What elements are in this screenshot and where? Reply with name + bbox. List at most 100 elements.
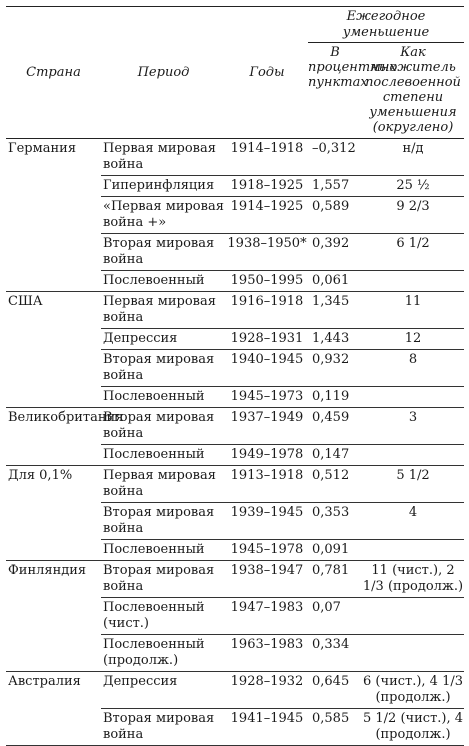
decrease-cell: 0,07 [308,597,362,635]
multiplier-cell: 11 (чист.), 2 1/3 (продолж.) [362,560,465,598]
period-cell: Послевоенный [101,386,226,408]
decrease-cell: 0,585 [308,708,362,746]
multiplier-cell: 11 [362,291,465,329]
period-cell: Вторая мировая война [101,233,226,271]
country-cell [6,635,101,672]
decrease-cell: 0,512 [308,465,362,503]
table-row: Вторая мировая война 1940–1945 0,932 8 [6,349,465,387]
table-row: Великобритания Вторая мировая война 1937… [6,407,465,445]
country-cell [6,234,101,271]
years-cell: 1939–1945 [226,502,308,540]
header-country: Страна [6,6,101,139]
years-cell: 1928–1932 [226,671,308,709]
country-cell [6,598,101,635]
multiplier-cell: 6 (чист.), 4 1/3 (продолж.) [362,671,465,709]
multiplier-cell: 9 2/3 [362,196,465,234]
period-cell: Послевоенный (чист.) [101,597,226,635]
decrease-cell: 0,353 [308,502,362,540]
multiplier-cell: 8 [362,349,465,387]
country-cell [6,387,101,408]
multiplier-cell [362,634,465,672]
multiplier-cell [362,270,465,292]
country-cell [6,197,101,234]
decrease-cell: 0,781 [308,560,362,598]
table-row: Вторая мировая война 1938–1950* 0,392 6 … [6,233,465,271]
years-cell: 1947–1983 [226,597,308,635]
years-cell: 1950–1995 [226,270,308,292]
multiplier-cell: н/д [362,138,465,176]
multiplier-cell: 25 ½ [362,175,465,197]
years-cell: 1945–1978 [226,539,308,561]
period-cell: Вторая мировая война [101,502,226,540]
table-row: Послевоенный (продолж.) 1963–1983 0,334 [6,634,465,672]
years-cell: 1913–1918 [226,465,308,503]
decrease-cell: –0,312 [308,138,362,176]
decrease-cell: 1,443 [308,328,362,350]
period-cell: Первая мировая война [101,138,226,176]
country-cell [6,445,101,466]
table-row: Вторая мировая война 1939–1945 0,353 4 [6,502,465,540]
multiplier-cell: 12 [362,328,465,350]
years-cell: 1945–1973 [226,386,308,408]
table-row: Послевоенный 1945–1973 0,119 [6,386,465,408]
table-row: Депрессия 1928–1931 1,443 12 [6,328,465,350]
multiplier-cell: 5 1/2 [362,465,465,503]
years-cell: 1938–1947 [226,560,308,598]
country-cell [6,540,101,561]
decline-table: Страна Период Годы Ежегодное уменьшение … [6,6,465,746]
period-cell: Депрессия [101,671,226,709]
multiplier-cell: 4 [362,502,465,540]
country-cell: Для 0,1% [6,465,101,503]
country-cell [6,503,101,540]
table-row: Австралия Депрессия 1928–1932 0,645 6 (ч… [6,671,465,709]
country-cell: Финляндия [6,560,101,598]
country-cell [6,708,101,746]
period-cell: «Первая мировая война +» [101,196,226,234]
decrease-cell: 1,557 [308,175,362,197]
years-cell: 1941–1945 [226,708,308,746]
period-cell: Послевоенный (продолж.) [101,634,226,672]
table-row: Гиперинфляция 1918–1925 1,557 25 ½ [6,175,465,197]
decrease-cell: 0,645 [308,671,362,709]
decrease-cell: 0,334 [308,634,362,672]
table-row: «Первая мировая война +» 1914–1925 0,589… [6,196,465,234]
period-cell: Послевоенный [101,444,226,466]
decrease-cell: 0,147 [308,444,362,466]
header-period: Период [101,6,226,139]
years-cell: 1940–1945 [226,349,308,387]
decrease-cell: 1,345 [308,291,362,329]
header-multiplier: Как множитель послевоенной степени умень… [362,42,465,139]
decrease-cell: 0,119 [308,386,362,408]
years-cell: 1949–1978 [226,444,308,466]
table-row: Послевоенный 1945–1978 0,091 [6,539,465,561]
decrease-cell: 0,091 [308,539,362,561]
years-cell: 1937–1949 [226,407,308,445]
table-row: Германия Первая мировая война 1914–1918 … [6,138,465,176]
table-row: Послевоенный (чист.) 1947–1983 0,07 [6,597,465,635]
decrease-cell: 0,459 [308,407,362,445]
period-cell: Вторая мировая война [101,708,226,746]
country-cell: Великобритания [6,407,123,445]
years-cell: 1938–1950* [226,233,308,271]
multiplier-cell [362,386,465,408]
decrease-cell: 0,061 [308,270,362,292]
country-cell [6,176,101,197]
period-cell: Вторая мировая война [101,407,226,445]
multiplier-cell [362,539,465,561]
multiplier-cell: 3 [362,407,465,445]
decrease-cell: 0,932 [308,349,362,387]
multiplier-cell [362,597,465,635]
period-cell: Первая мировая война [101,465,226,503]
years-cell: 1916–1918 [226,291,308,329]
period-cell: Гиперинфляция [101,175,226,197]
header-decrease-points: В процентных пунктах [308,42,397,139]
years-cell: 1928–1931 [226,328,308,350]
page: Страна Период Годы Ежегодное уменьшение … [6,6,465,746]
table-row: Послевоенный 1950–1995 0,061 [6,270,465,292]
years-cell: 1914–1925 [226,196,308,234]
years-cell: 1914–1918 [226,138,308,176]
years-cell: 1963–1983 [226,634,308,672]
table-row: США Первая мировая война 1916–1918 1,345… [6,291,465,329]
years-cell: 1918–1925 [226,175,308,197]
period-cell: Послевоенный [101,270,226,292]
